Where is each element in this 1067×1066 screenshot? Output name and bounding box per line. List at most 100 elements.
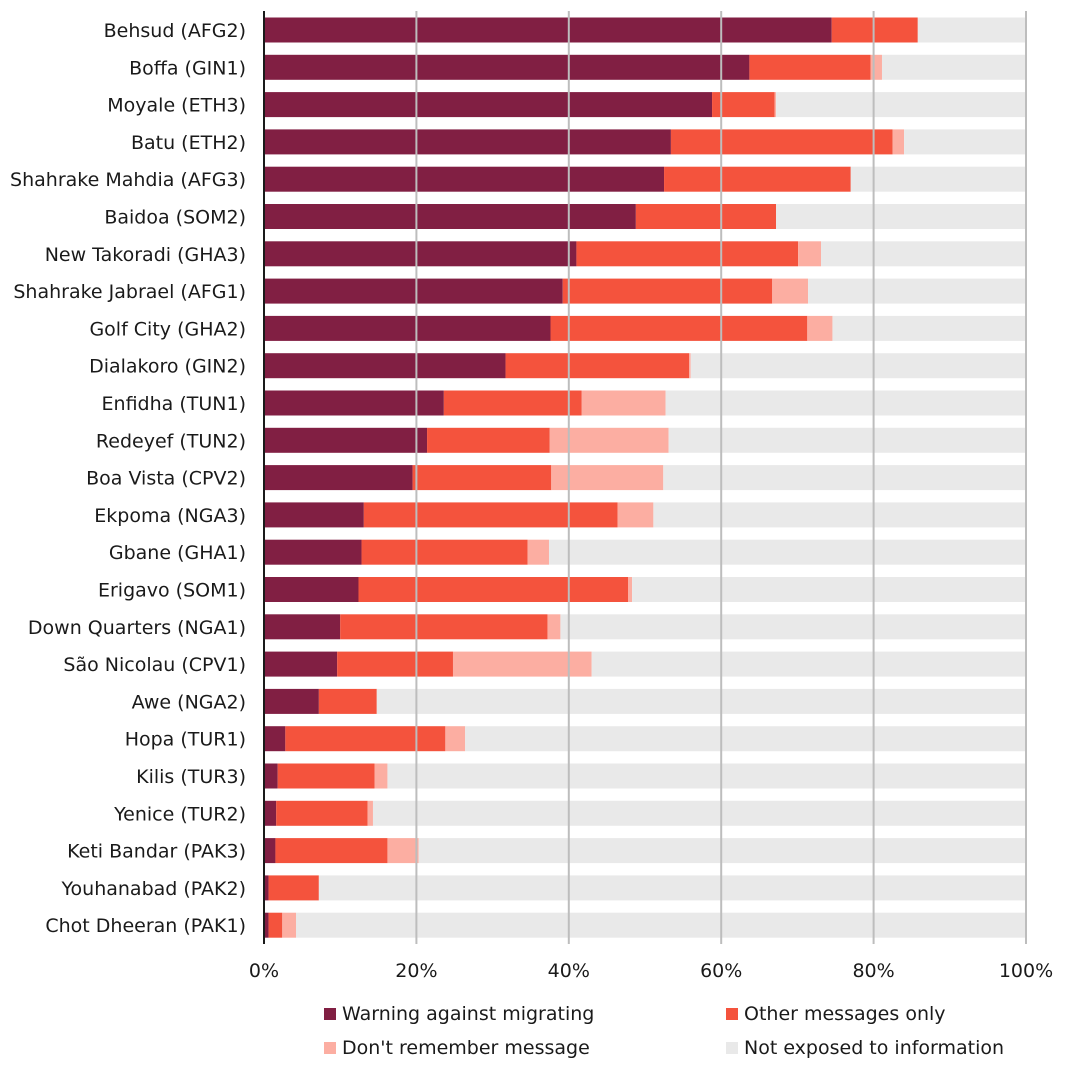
bar-batu-eth2-warning-against-migrating — [264, 129, 671, 155]
category-label: Enfidha (TUN1) — [102, 393, 246, 415]
bar-baidoa-som2-other-messages-only — [635, 204, 777, 229]
category-label: Awe (NGA2) — [132, 691, 246, 713]
category-label: Redeyef (TUN2) — [96, 430, 246, 452]
x-tick-label: 60% — [700, 960, 742, 982]
bar-chot-dheeran-pak1-other-messages-only — [268, 912, 283, 938]
bar-behsud-afg2-warning-against-migrating — [264, 17, 832, 43]
bar-kilis-tur3-warning-against-migrating — [264, 763, 278, 789]
bar-shahrake-jabrael-afg1-don-t-remember-message — [772, 278, 809, 304]
bar-awe-nga2-not-exposed-to-information — [376, 688, 1026, 714]
bar-boffa-gin1-not-exposed-to-information — [881, 54, 1026, 80]
bar-hopa-tur1-other-messages-only — [285, 726, 446, 752]
category-label: Yenice (TUR2) — [113, 803, 246, 825]
bar-erigavo-som1-don-t-remember-message — [628, 577, 633, 602]
bar-hopa-tur1-warning-against-migrating — [264, 726, 286, 752]
bar-erigavo-som1-warning-against-migrating — [264, 577, 359, 602]
bar-erigavo-som1-not-exposed-to-information — [632, 577, 1026, 602]
bar-behsud-afg2-not-exposed-to-information — [917, 17, 1026, 43]
bar-ekpoma-nga3-not-exposed-to-information — [653, 502, 1026, 528]
x-axis-ticks: 0% 20% 40% 60% 80% 100% — [249, 960, 1053, 982]
category-label: Baidoa (SOM2) — [104, 207, 246, 229]
bar-ekpoma-nga3-don-t-remember-message — [617, 502, 654, 528]
legend-label-dont-remember: Don't remember message — [342, 1037, 590, 1059]
bar-dialakoro-gin2-other-messages-only — [505, 353, 690, 379]
bar-batu-eth2-other-messages-only — [670, 129, 893, 155]
bar-shahrake-jabrael-afg1-not-exposed-to-information — [808, 278, 1026, 304]
bar-youhanabad-pak2-not-exposed-to-information — [318, 875, 1026, 901]
bar-new-takoradi-gha3-warning-against-migrating — [264, 241, 577, 267]
bar-s-o-nicolau-cpv1-not-exposed-to-information — [591, 651, 1026, 677]
category-label: Behsud (AFG2) — [104, 20, 246, 42]
bar-redeyef-tun2-don-t-remember-message — [549, 427, 669, 453]
legend-swatch-dont-remember — [324, 1042, 336, 1054]
bar-kilis-tur3-not-exposed-to-information — [387, 763, 1027, 789]
bar-enfidha-tun1-warning-against-migrating — [264, 390, 444, 416]
bar-chot-dheeran-pak1-don-t-remember-message — [282, 912, 297, 938]
bar-shahrake-mahdia-afg3-other-messages-only — [664, 166, 851, 192]
bar-keti-bandar-pak3-other-messages-only — [275, 838, 388, 864]
bar-behsud-afg2-other-messages-only — [831, 17, 918, 43]
bar-dialakoro-gin2-not-exposed-to-information — [690, 353, 1026, 379]
bar-yenice-tur2-warning-against-migrating — [264, 800, 277, 826]
category-label: Keti Bandar (PAK3) — [67, 841, 246, 863]
x-tick-label: 100% — [999, 960, 1053, 982]
stacked-bar-chart: Behsud (AFG2) Boffa (GIN1) Moyale (ETH3) Ba… — [10, 11, 1053, 982]
bar-enfidha-tun1-not-exposed-to-information — [665, 390, 1026, 416]
bar-chot-dheeran-pak1-warning-against-migrating — [264, 912, 269, 938]
bar-chot-dheeran-pak1-not-exposed-to-information — [296, 912, 1026, 938]
bar-new-takoradi-gha3-don-t-remember-message — [798, 241, 822, 267]
category-label: Hopa (TUR1) — [125, 729, 246, 751]
legend-swatch-not-exposed — [726, 1042, 738, 1054]
bar-ekpoma-nga3-other-messages-only — [363, 502, 618, 528]
category-label: Boa Vista (CPV2) — [86, 468, 246, 490]
bar-awe-nga2-other-messages-only — [318, 688, 377, 714]
bar-baidoa-som2-warning-against-migrating — [264, 204, 636, 229]
bar-kilis-tur3-other-messages-only — [277, 763, 375, 789]
bar-gbane-gha1-warning-against-migrating — [264, 539, 362, 565]
bar-s-o-nicolau-cpv1-warning-against-migrating — [264, 651, 338, 677]
bar-dialakoro-gin2-warning-against-migrating — [264, 353, 506, 379]
legend-item-warning: Warning against migrating — [324, 1003, 594, 1025]
bar-golf-city-gha2-other-messages-only — [550, 315, 808, 341]
bar-down-quarters-nga1-other-messages-only — [340, 614, 548, 640]
bar-youhanabad-pak2-warning-against-migrating — [264, 875, 269, 901]
bar-new-takoradi-gha3-other-messages-only — [576, 241, 799, 267]
bar-moyale-eth3-warning-against-migrating — [264, 92, 713, 118]
bar-boffa-gin1-don-t-remember-message — [870, 54, 882, 80]
bar-keti-bandar-pak3-warning-against-migrating — [264, 838, 276, 864]
category-label: New Takoradi (GHA3) — [45, 244, 246, 266]
legend-item-other: Other messages only — [726, 1003, 946, 1025]
category-label: Moyale (ETH3) — [107, 95, 246, 117]
bar-enfidha-tun1-other-messages-only — [443, 390, 582, 416]
bar-moyale-eth3-not-exposed-to-information — [776, 92, 1026, 118]
category-label: Youhanabad (PAK2) — [60, 878, 246, 900]
legend-label-other: Other messages only — [744, 1003, 946, 1025]
gridlines — [415, 11, 1027, 944]
bar-erigavo-som1-other-messages-only — [358, 577, 629, 602]
bar-baidoa-som2-not-exposed-to-information — [776, 204, 1026, 229]
category-label: São Nicolau (CPV1) — [63, 654, 246, 676]
bar-boffa-gin1-other-messages-only — [749, 54, 871, 80]
x-tick-label: 40% — [548, 960, 590, 982]
bar-ekpoma-nga3-warning-against-migrating — [264, 502, 364, 528]
bar-kilis-tur3-don-t-remember-message — [374, 763, 388, 789]
bar-s-o-nicolau-cpv1-other-messages-only — [337, 651, 453, 677]
bar-redeyef-tun2-not-exposed-to-information — [668, 427, 1026, 453]
legend-item-dont-remember: Don't remember message — [324, 1037, 590, 1059]
category-label: Shahrake Mahdia (AFG3) — [10, 169, 246, 191]
bars-group — [264, 17, 1027, 938]
bar-s-o-nicolau-cpv1-don-t-remember-message — [452, 651, 592, 677]
category-label: Kilis (TUR3) — [136, 766, 246, 788]
legend-label-not-exposed: Not exposed to information — [744, 1037, 1005, 1059]
bar-shahrake-jabrael-afg1-other-messages-only — [562, 278, 773, 304]
bar-youhanabad-pak2-other-messages-only — [268, 875, 319, 901]
bar-down-quarters-nga1-don-t-remember-message — [547, 614, 561, 640]
bar-keti-bandar-pak3-not-exposed-to-information — [418, 838, 1026, 864]
bar-shahrake-jabrael-afg1-warning-against-migrating — [264, 278, 563, 304]
bar-enfidha-tun1-don-t-remember-message — [581, 390, 666, 416]
legend-label-warning: Warning against migrating — [342, 1003, 595, 1025]
bar-golf-city-gha2-not-exposed-to-information — [832, 315, 1026, 341]
x-tick-label: 0% — [249, 960, 279, 982]
bar-gbane-gha1-other-messages-only — [361, 539, 528, 565]
category-label: Golf City (GHA2) — [89, 318, 246, 340]
